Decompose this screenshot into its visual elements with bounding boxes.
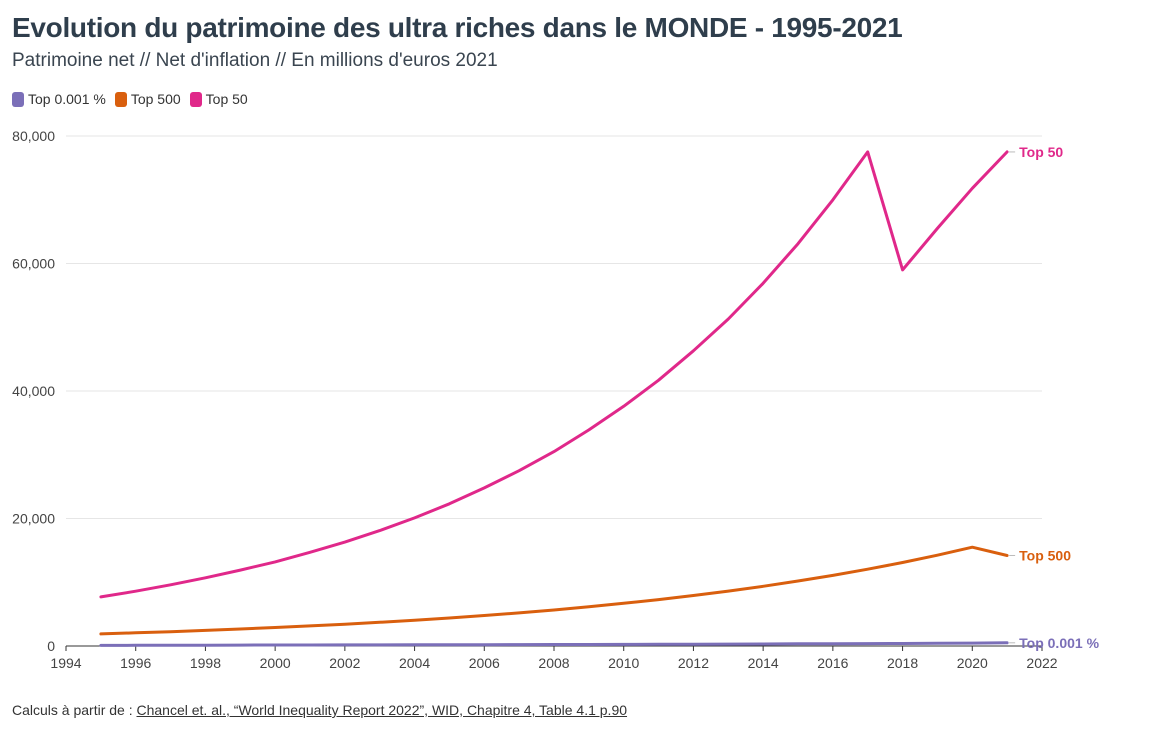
x-tick-label: 2000 [260, 655, 291, 671]
x-tick-label: 2010 [608, 655, 639, 671]
series-line [99, 545, 1009, 636]
source-note: Calculs à partir de : Chancel et. al., “… [12, 702, 627, 718]
x-tick-label: 2004 [399, 655, 430, 671]
legend-label: Top 500 [130, 91, 181, 107]
x-tick-label: 2016 [817, 655, 848, 671]
source-link[interactable]: Chancel et. al., “World Inequality Repor… [136, 702, 628, 718]
y-tick-label: 20,000 [12, 511, 55, 527]
x-tick-label: 2012 [678, 655, 709, 671]
chart-subtitle: Patrimoine net // Net d'inflation // En … [12, 50, 498, 71]
series-line [99, 150, 1009, 599]
x-tick-label: 2006 [469, 655, 500, 671]
series-end-label: Top 500 [1019, 547, 1071, 563]
legend-swatch [12, 91, 24, 107]
legend-label: Top 50 [205, 91, 248, 107]
legend-swatch [114, 91, 127, 107]
source-prefix: Calculs à partir de : [12, 702, 137, 718]
legend-item[interactable]: Top 50 [189, 91, 248, 107]
x-tick-label: 1996 [120, 655, 151, 671]
legend-swatch [189, 91, 202, 107]
legend-label: Top 0.001 % [28, 91, 106, 107]
x-tick-label: 2014 [748, 655, 779, 671]
series-line [99, 641, 1009, 647]
x-tick-label: 1994 [50, 655, 81, 671]
y-tick-label: 40,000 [12, 383, 55, 399]
y-tick-label: 80,000 [12, 128, 55, 144]
chart-title: Evolution du patrimoine des ultra riches… [12, 12, 903, 43]
series-end-label: Top 50 [1019, 144, 1063, 160]
x-tick-label: 1998 [190, 655, 221, 671]
x-tick-label: 2022 [1026, 655, 1057, 671]
legend-item[interactable]: Top 500 [114, 91, 181, 107]
x-tick-label: 2002 [329, 655, 360, 671]
x-tick-label: 2018 [887, 655, 918, 671]
x-tick-label: 2008 [538, 655, 569, 671]
y-tick-label: 0 [47, 638, 55, 654]
legend: Top 0.001 % Top 500 Top 50 [12, 91, 248, 107]
legend-item[interactable]: Top 0.001 % [12, 91, 106, 107]
y-tick-label: 60,000 [12, 256, 55, 272]
series-end-label: Top 0.001 % [1019, 635, 1099, 651]
x-tick-label: 2020 [957, 655, 988, 671]
